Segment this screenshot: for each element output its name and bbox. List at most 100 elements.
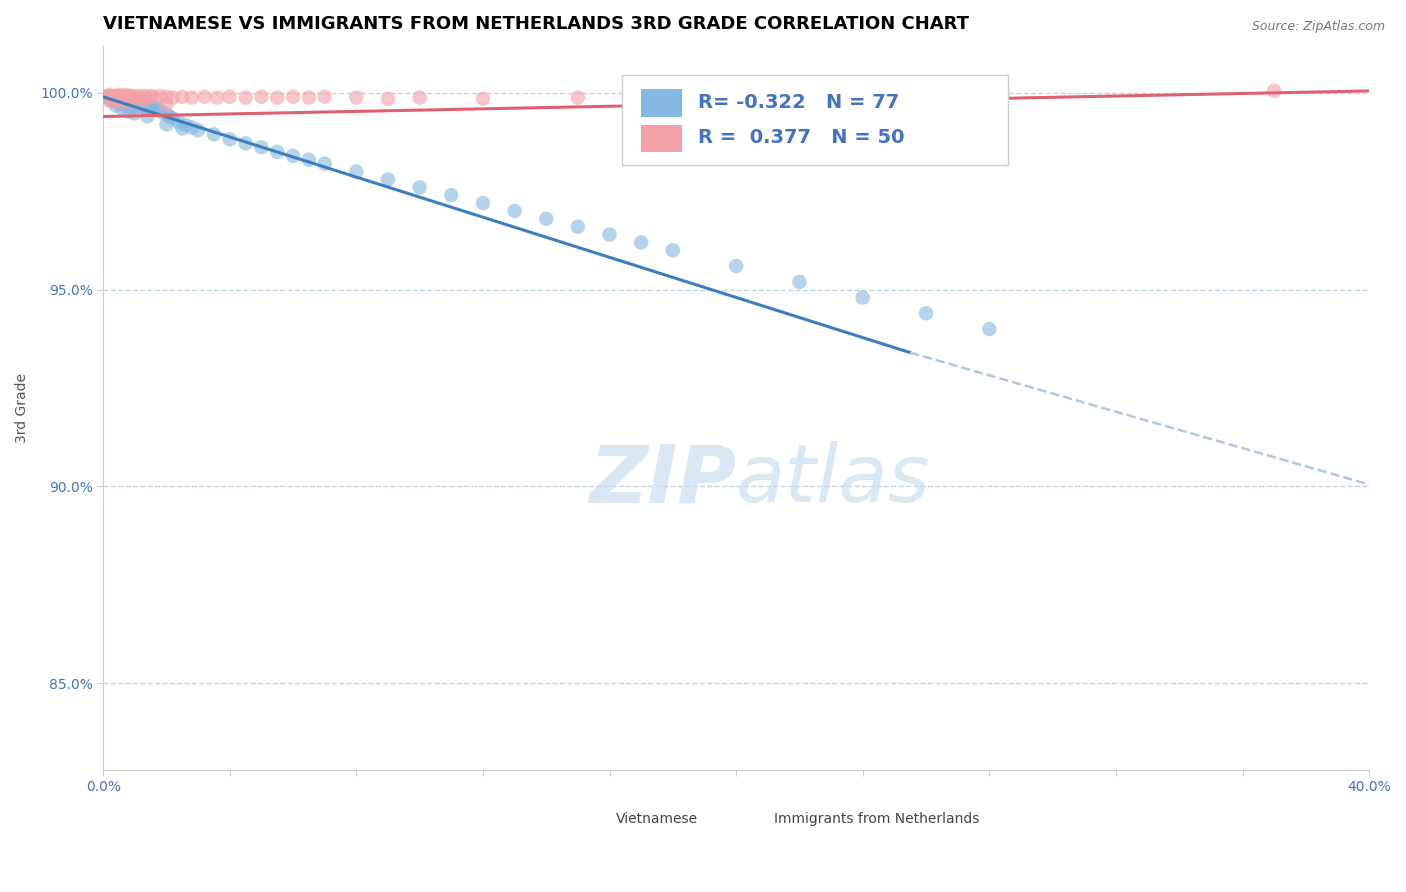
Point [104, 92, 127, 106]
Point [104, 89, 127, 103]
Point [121, 89, 143, 103]
Point [127, 98, 149, 112]
Point [101, 92, 124, 106]
Text: VIETNAMESE VS IMMIGRANTS FROM NETHERLANDS 3RD GRADE CORRELATION CHART: VIETNAMESE VS IMMIGRANTS FROM NETHERLAND… [103, 15, 969, 33]
Point [152, 105, 174, 120]
Point [146, 102, 169, 116]
Point [344, 90, 367, 104]
Point [98, 87, 121, 102]
Point [111, 102, 134, 116]
Point [471, 92, 494, 106]
Point [134, 89, 156, 103]
Point [101, 94, 124, 108]
Point [567, 90, 589, 104]
Point [98, 90, 121, 104]
Point [149, 89, 172, 103]
Point [136, 97, 159, 112]
Point [408, 180, 430, 194]
Point [172, 121, 194, 136]
Point [503, 203, 526, 218]
Point [127, 89, 149, 103]
Point [129, 90, 152, 104]
Point [124, 90, 146, 104]
Point [250, 90, 273, 104]
Point [205, 90, 228, 104]
Point [662, 92, 685, 106]
Point [136, 101, 159, 115]
Point [298, 90, 321, 104]
Point [159, 110, 181, 124]
Point [117, 98, 139, 112]
Point [662, 244, 685, 258]
Point [250, 140, 273, 154]
Point [124, 97, 146, 112]
Point [124, 106, 146, 120]
Point [104, 98, 127, 112]
Point [281, 149, 304, 163]
Point [98, 94, 121, 108]
Point [114, 95, 136, 109]
Point [281, 90, 304, 104]
Point [377, 92, 399, 106]
FancyBboxPatch shape [623, 75, 1008, 165]
Point [136, 90, 159, 104]
Point [536, 211, 558, 226]
Point [218, 132, 240, 146]
FancyBboxPatch shape [582, 809, 610, 830]
Point [104, 90, 127, 104]
Point [155, 90, 177, 104]
Point [117, 93, 139, 107]
Point [98, 89, 121, 103]
Point [218, 90, 240, 104]
Point [142, 100, 165, 114]
Point [193, 90, 215, 104]
Point [117, 95, 139, 110]
Point [155, 107, 177, 121]
Point [174, 118, 197, 132]
Text: Vietnamese: Vietnamese [616, 812, 697, 826]
Point [111, 89, 134, 103]
Text: atlas: atlas [737, 442, 931, 519]
Point [101, 90, 124, 104]
Point [96, 89, 118, 103]
FancyBboxPatch shape [740, 809, 768, 830]
Point [187, 123, 209, 137]
Point [408, 90, 430, 104]
Point [114, 98, 136, 112]
Point [979, 322, 1001, 336]
Point [96, 90, 118, 104]
Text: Immigrants from Netherlands: Immigrants from Netherlands [775, 812, 980, 826]
Text: R =  0.377   N = 50: R = 0.377 N = 50 [699, 128, 904, 147]
Point [172, 90, 194, 104]
Point [266, 90, 288, 104]
Point [117, 89, 139, 103]
Point [108, 90, 131, 104]
Point [121, 94, 143, 108]
Point [114, 90, 136, 104]
Point [440, 188, 463, 202]
Point [599, 227, 621, 242]
Text: ZIP: ZIP [589, 442, 737, 519]
Point [235, 90, 257, 104]
Point [180, 120, 202, 135]
Point [139, 89, 162, 103]
Point [121, 96, 143, 111]
FancyBboxPatch shape [641, 125, 682, 153]
Point [108, 93, 131, 107]
Point [136, 110, 159, 124]
Y-axis label: 3rd Grade: 3rd Grade [15, 373, 30, 442]
FancyBboxPatch shape [641, 89, 682, 117]
Point [162, 112, 184, 126]
Point [155, 117, 177, 131]
Point [117, 104, 139, 119]
Point [202, 127, 225, 141]
Point [471, 196, 494, 211]
Point [127, 95, 149, 110]
Point [108, 95, 131, 110]
Point [111, 90, 134, 104]
Point [129, 96, 152, 111]
Point [134, 100, 156, 114]
Point [114, 92, 136, 106]
Point [111, 96, 134, 111]
Point [124, 95, 146, 109]
